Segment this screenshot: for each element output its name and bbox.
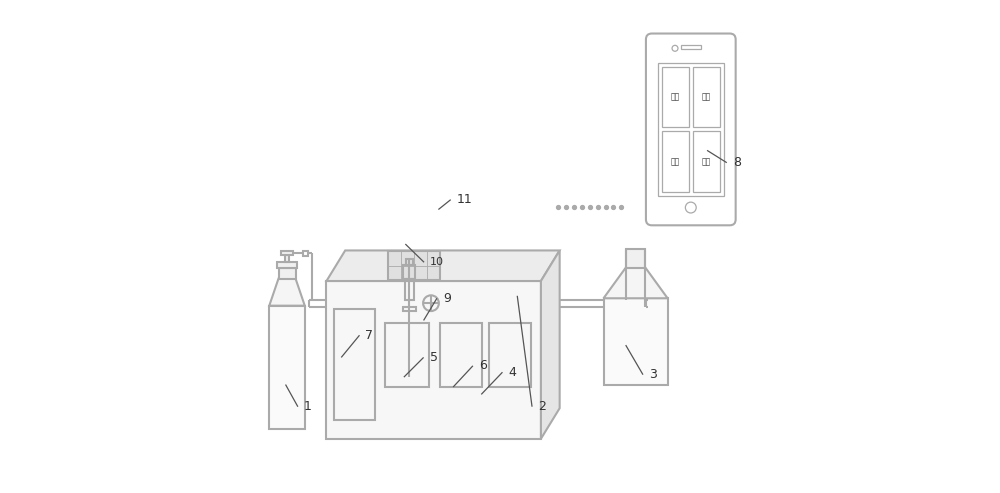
Text: 3: 3 xyxy=(649,368,657,381)
Text: 10: 10 xyxy=(430,257,444,267)
Bar xyxy=(403,307,416,311)
Polygon shape xyxy=(326,250,560,281)
Polygon shape xyxy=(604,268,668,298)
Text: 5: 5 xyxy=(430,351,438,364)
Bar xyxy=(269,306,305,429)
Bar xyxy=(658,63,724,196)
Text: 开关: 开关 xyxy=(702,157,711,166)
Text: 4: 4 xyxy=(508,366,516,379)
Text: 2: 2 xyxy=(538,400,546,413)
Text: 1: 1 xyxy=(304,400,312,413)
Bar xyxy=(406,259,413,265)
Bar xyxy=(285,255,289,262)
Bar xyxy=(385,323,429,387)
Text: 7: 7 xyxy=(365,329,373,342)
Polygon shape xyxy=(541,250,560,439)
Text: 开关: 开关 xyxy=(671,92,680,102)
Bar xyxy=(681,45,701,49)
Polygon shape xyxy=(269,279,305,306)
Bar xyxy=(405,279,414,300)
Bar xyxy=(326,281,541,439)
Bar xyxy=(693,67,720,127)
Bar xyxy=(281,251,293,255)
Bar xyxy=(604,298,668,385)
Bar xyxy=(388,251,440,280)
Bar xyxy=(489,323,531,387)
FancyBboxPatch shape xyxy=(646,34,736,225)
Text: 8: 8 xyxy=(733,156,741,169)
Bar xyxy=(303,251,308,256)
Text: 9: 9 xyxy=(443,292,451,305)
Bar xyxy=(626,249,645,268)
Bar xyxy=(693,131,720,192)
Bar xyxy=(440,323,482,387)
Bar xyxy=(662,67,689,127)
Bar xyxy=(277,262,297,268)
Bar xyxy=(334,309,375,420)
Text: 11: 11 xyxy=(457,193,472,206)
Text: 6: 6 xyxy=(479,359,487,372)
Text: 定时: 定时 xyxy=(702,92,711,102)
Bar xyxy=(403,265,415,279)
Bar xyxy=(279,268,296,279)
Text: 报警: 报警 xyxy=(671,157,680,166)
Bar xyxy=(662,131,689,192)
